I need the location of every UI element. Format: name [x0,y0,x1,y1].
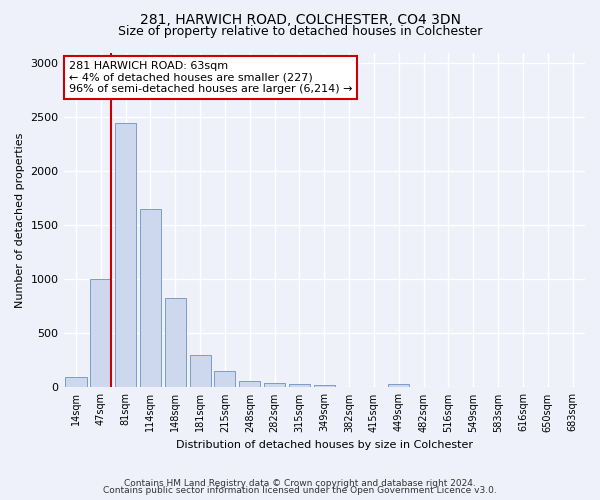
Bar [289,384,310,388]
Text: Size of property relative to detached houses in Colchester: Size of property relative to detached ho… [118,25,482,38]
Bar [65,376,86,388]
Text: 281 HARWICH ROAD: 63sqm
← 4% of detached houses are smaller (227)
96% of semi-de: 281 HARWICH ROAD: 63sqm ← 4% of detached… [69,61,352,94]
Bar [239,381,260,388]
Bar [314,386,335,388]
Y-axis label: Number of detached properties: Number of detached properties [15,132,25,308]
Bar [165,298,186,388]
Text: Contains HM Land Registry data © Crown copyright and database right 2024.: Contains HM Land Registry data © Crown c… [124,478,476,488]
Bar [388,384,409,388]
Text: 281, HARWICH ROAD, COLCHESTER, CO4 3DN: 281, HARWICH ROAD, COLCHESTER, CO4 3DN [139,12,461,26]
Bar [264,382,285,388]
Bar [140,209,161,388]
Bar [190,355,211,388]
Bar [214,371,235,388]
X-axis label: Distribution of detached houses by size in Colchester: Distribution of detached houses by size … [176,440,473,450]
Text: Contains public sector information licensed under the Open Government Licence v3: Contains public sector information licen… [103,486,497,495]
Bar [115,122,136,388]
Bar [90,280,112,388]
